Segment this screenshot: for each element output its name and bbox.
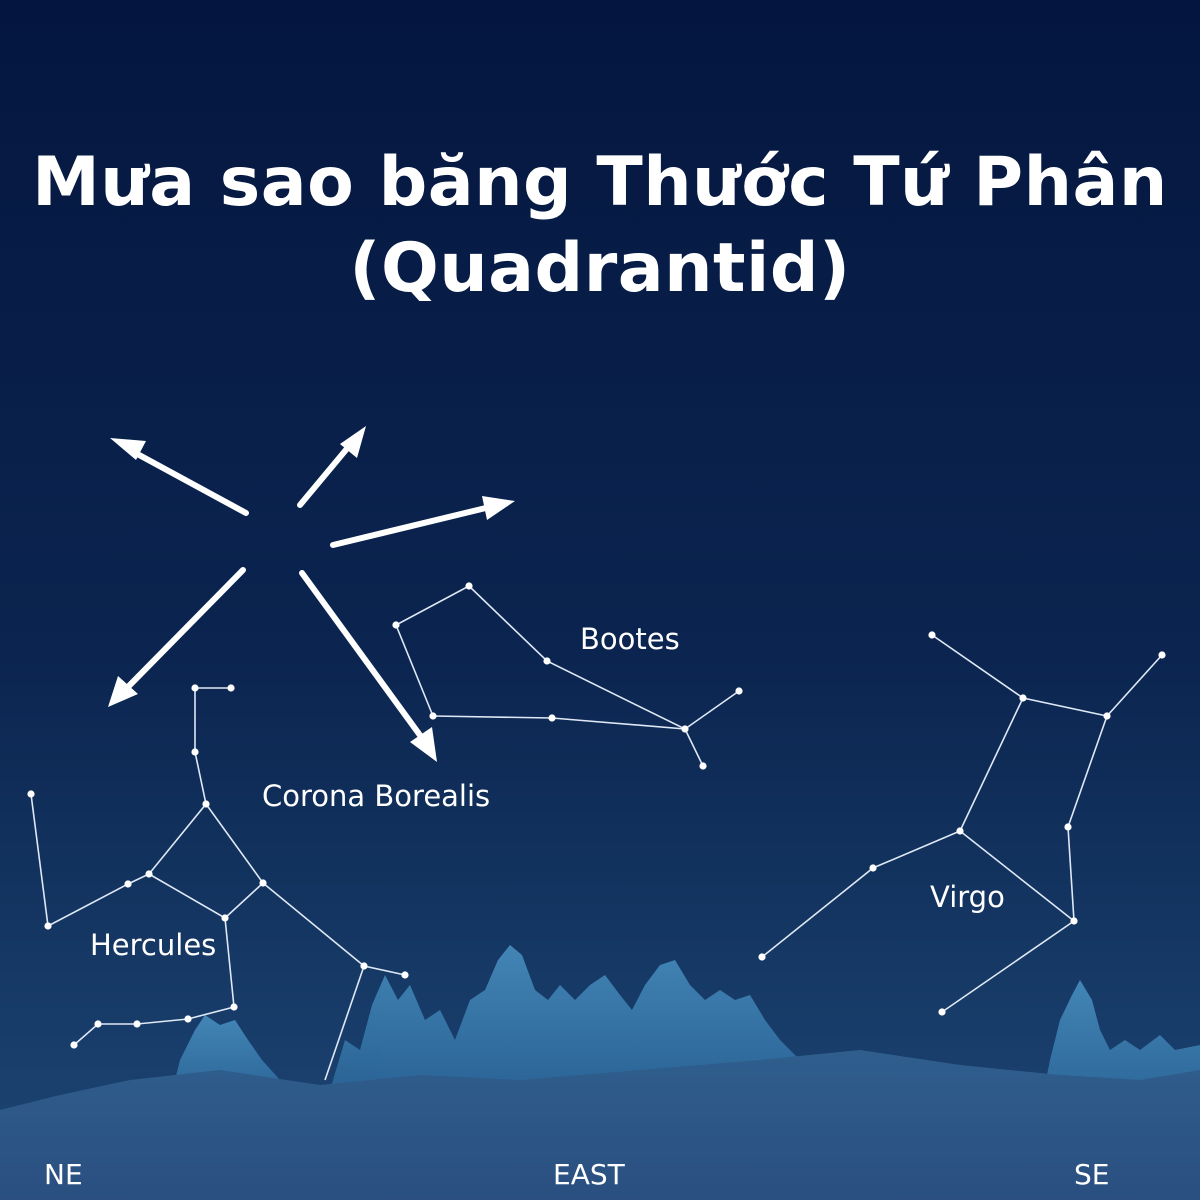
meteor-arrow-lower-right [299,570,425,741]
hercules-lines-keystone [148,803,265,919]
meteor-arrow-up [297,442,353,508]
compass-southeast: SE [1074,1158,1110,1191]
star [94,1020,102,1028]
star [202,800,210,808]
virgo-lines-right [941,715,1108,1013]
virgo-lines-top [931,634,1163,717]
hercules-lines-tail [324,965,365,1081]
meteor-arrow-lower-left [122,567,246,693]
meteor-arrow-right-head [482,496,515,520]
star [191,684,199,692]
star [145,870,153,878]
compass-east: EAST [553,1158,625,1191]
star [44,922,52,930]
star [681,725,689,733]
meteor-arrow-lower-right-head [410,727,437,762]
star [1070,917,1078,925]
foreground-hill [0,1050,1200,1200]
star [1158,651,1166,659]
star [699,762,707,770]
compass-northeast: NE [44,1158,83,1191]
label-corona-borealis: Corona Borealis [262,779,491,813]
star [1019,694,1027,702]
star [869,864,877,872]
constellation-stars [27,582,1166,1049]
star [360,962,368,970]
star [543,657,551,665]
star [227,684,235,692]
page-title: Mưa sao băng Thước Tứ Phân (Quadrantid) [0,140,1200,312]
hercules-lines-lower [73,917,235,1046]
star [548,714,556,722]
bootes-lines [394,585,740,730]
star [133,1020,141,1028]
star [956,827,964,835]
star [429,712,437,720]
star [27,790,35,798]
meteor-radiant-arrows [108,426,515,762]
bootes-lines-lower [432,715,704,767]
meteor-arrow-upper-left [127,447,249,516]
hercules-lines-upper [30,687,231,928]
title-line-2: (Quadrantid) [349,229,851,308]
meteor-arrow-lower-left-head [108,676,138,707]
meteor-arrow-up-head [340,426,366,458]
star [124,880,132,888]
label-virgo: Virgo [930,880,1005,914]
star [1103,712,1111,720]
star [259,879,267,887]
meteor-arrow-upper-left-head [110,438,146,460]
star [758,953,766,961]
star [735,687,743,695]
star [465,582,473,590]
constellation-lines [30,585,1163,1081]
star [221,914,229,922]
star [401,971,409,979]
virgo-lines-cross [959,830,1075,922]
star [230,1003,238,1011]
label-hercules: Hercules [90,928,217,962]
star [70,1041,78,1049]
star [938,1008,946,1016]
star [191,748,199,756]
virgo-lines-body [761,697,1024,958]
star [1064,823,1072,831]
star [184,1015,192,1023]
label-bootes: Bootes [580,622,680,656]
title-line-1: Mưa sao băng Thước Tứ Phân [32,143,1168,222]
star [928,631,936,639]
star [392,621,400,629]
meteor-arrow-right [330,504,493,548]
